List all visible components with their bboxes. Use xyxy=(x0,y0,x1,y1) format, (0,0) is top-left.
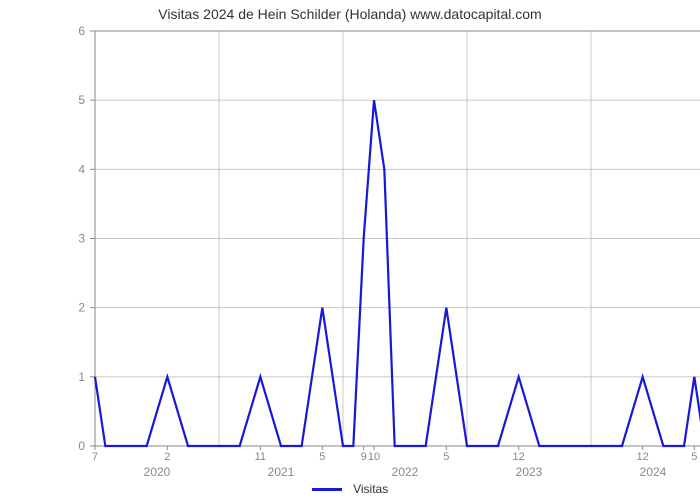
legend-label: Visitas xyxy=(353,482,388,496)
svg-text:5: 5 xyxy=(443,451,449,463)
svg-text:5: 5 xyxy=(691,451,697,463)
legend-swatch xyxy=(312,488,342,491)
svg-text:6: 6 xyxy=(78,26,85,38)
svg-text:4: 4 xyxy=(78,162,85,176)
plot-area: 0123456721159105121256202020212022202320… xyxy=(55,26,675,441)
svg-text:5: 5 xyxy=(78,93,85,107)
svg-text:7: 7 xyxy=(92,451,98,463)
svg-text:1: 1 xyxy=(78,370,85,384)
svg-text:2021: 2021 xyxy=(268,465,295,479)
svg-text:2023: 2023 xyxy=(516,465,543,479)
chart-container: Visitas 2024 de Hein Schilder (Holanda) … xyxy=(0,0,700,500)
svg-text:10: 10 xyxy=(368,451,380,463)
svg-text:0: 0 xyxy=(78,439,85,453)
svg-text:11: 11 xyxy=(255,451,266,463)
svg-text:2: 2 xyxy=(164,451,170,463)
svg-text:2: 2 xyxy=(78,301,85,315)
svg-text:2020: 2020 xyxy=(144,465,171,479)
chart-title: Visitas 2024 de Hein Schilder (Holanda) … xyxy=(0,6,700,22)
svg-text:5: 5 xyxy=(319,451,325,463)
svg-text:12: 12 xyxy=(637,451,649,463)
svg-text:2022: 2022 xyxy=(392,465,419,479)
svg-text:9: 9 xyxy=(361,451,367,463)
chart-legend: Visitas xyxy=(0,482,700,496)
svg-text:2024: 2024 xyxy=(640,465,667,479)
chart-svg: 0123456721159105121256202020212022202320… xyxy=(55,26,700,491)
svg-text:12: 12 xyxy=(513,451,525,463)
svg-text:3: 3 xyxy=(78,232,85,246)
